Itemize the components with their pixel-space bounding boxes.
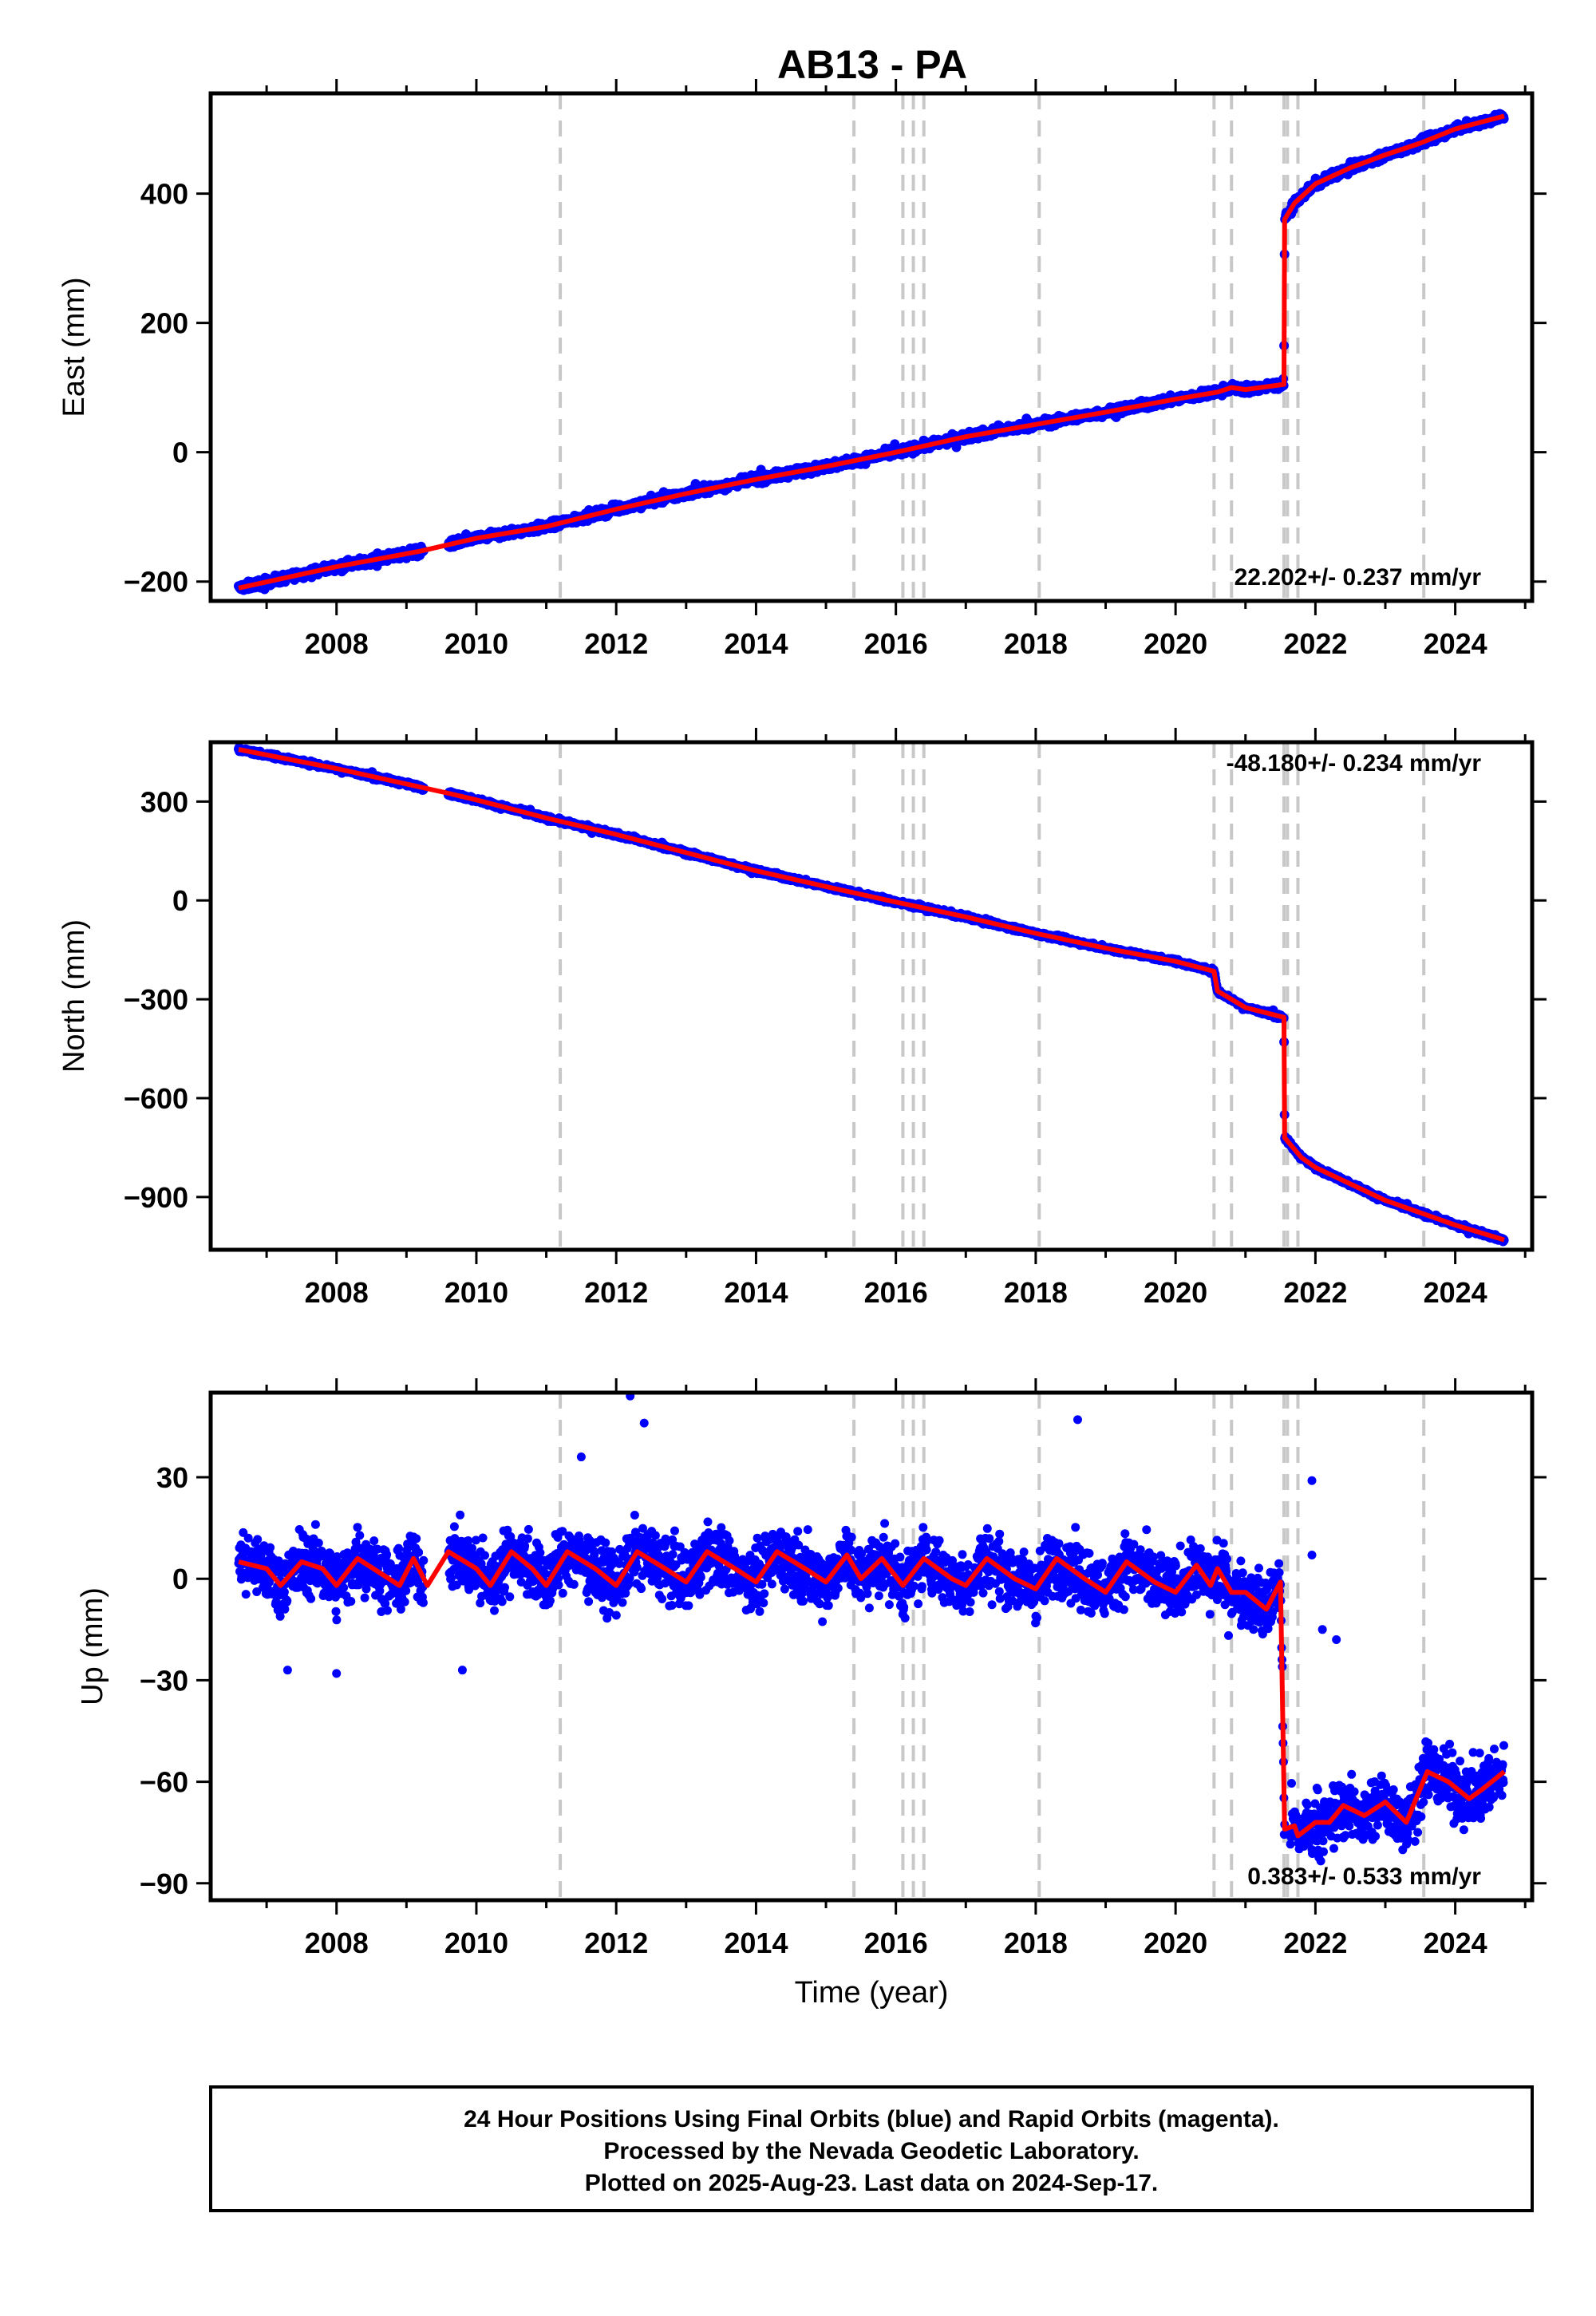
y-tick-label: 0 [172, 437, 188, 469]
x-tick-label: 2022 [1283, 627, 1347, 660]
panel-north: 2008 2010 2012 2014 2016 2018 2020 2022 2024−900… [57, 728, 1547, 1309]
chart-title: AB13 - PA [777, 42, 967, 87]
y-tick-label: 200 [140, 307, 188, 340]
x-tick-label: 2016 [864, 627, 928, 660]
x-tick-label: 2024 [1424, 627, 1487, 660]
x-tick-label: 2020 [1144, 627, 1207, 660]
event-lines [559, 93, 1426, 601]
y-tick-label: 400 [140, 178, 188, 211]
panel-east: 2008 2010 2012 2014 2016 2018 2020 2022 2024 −200… [57, 79, 1547, 660]
event-lines [559, 742, 1426, 1250]
x-tick-label: 2014 [724, 627, 788, 660]
y-tick-label: −200 [124, 566, 188, 599]
plot-frame [208, 91, 1535, 603]
y-axis-label: East (mm) [57, 277, 91, 417]
x-tick-label: 2012 [584, 627, 648, 660]
x-tick-label: 2008 [305, 627, 369, 660]
model-line [238, 113, 1505, 591]
x-tick-label: 2010 [444, 627, 508, 660]
x-tick-label: 2018 [1004, 627, 1068, 660]
rate-label: 22.202+/- 0.237 mm/yr [1235, 564, 1482, 591]
